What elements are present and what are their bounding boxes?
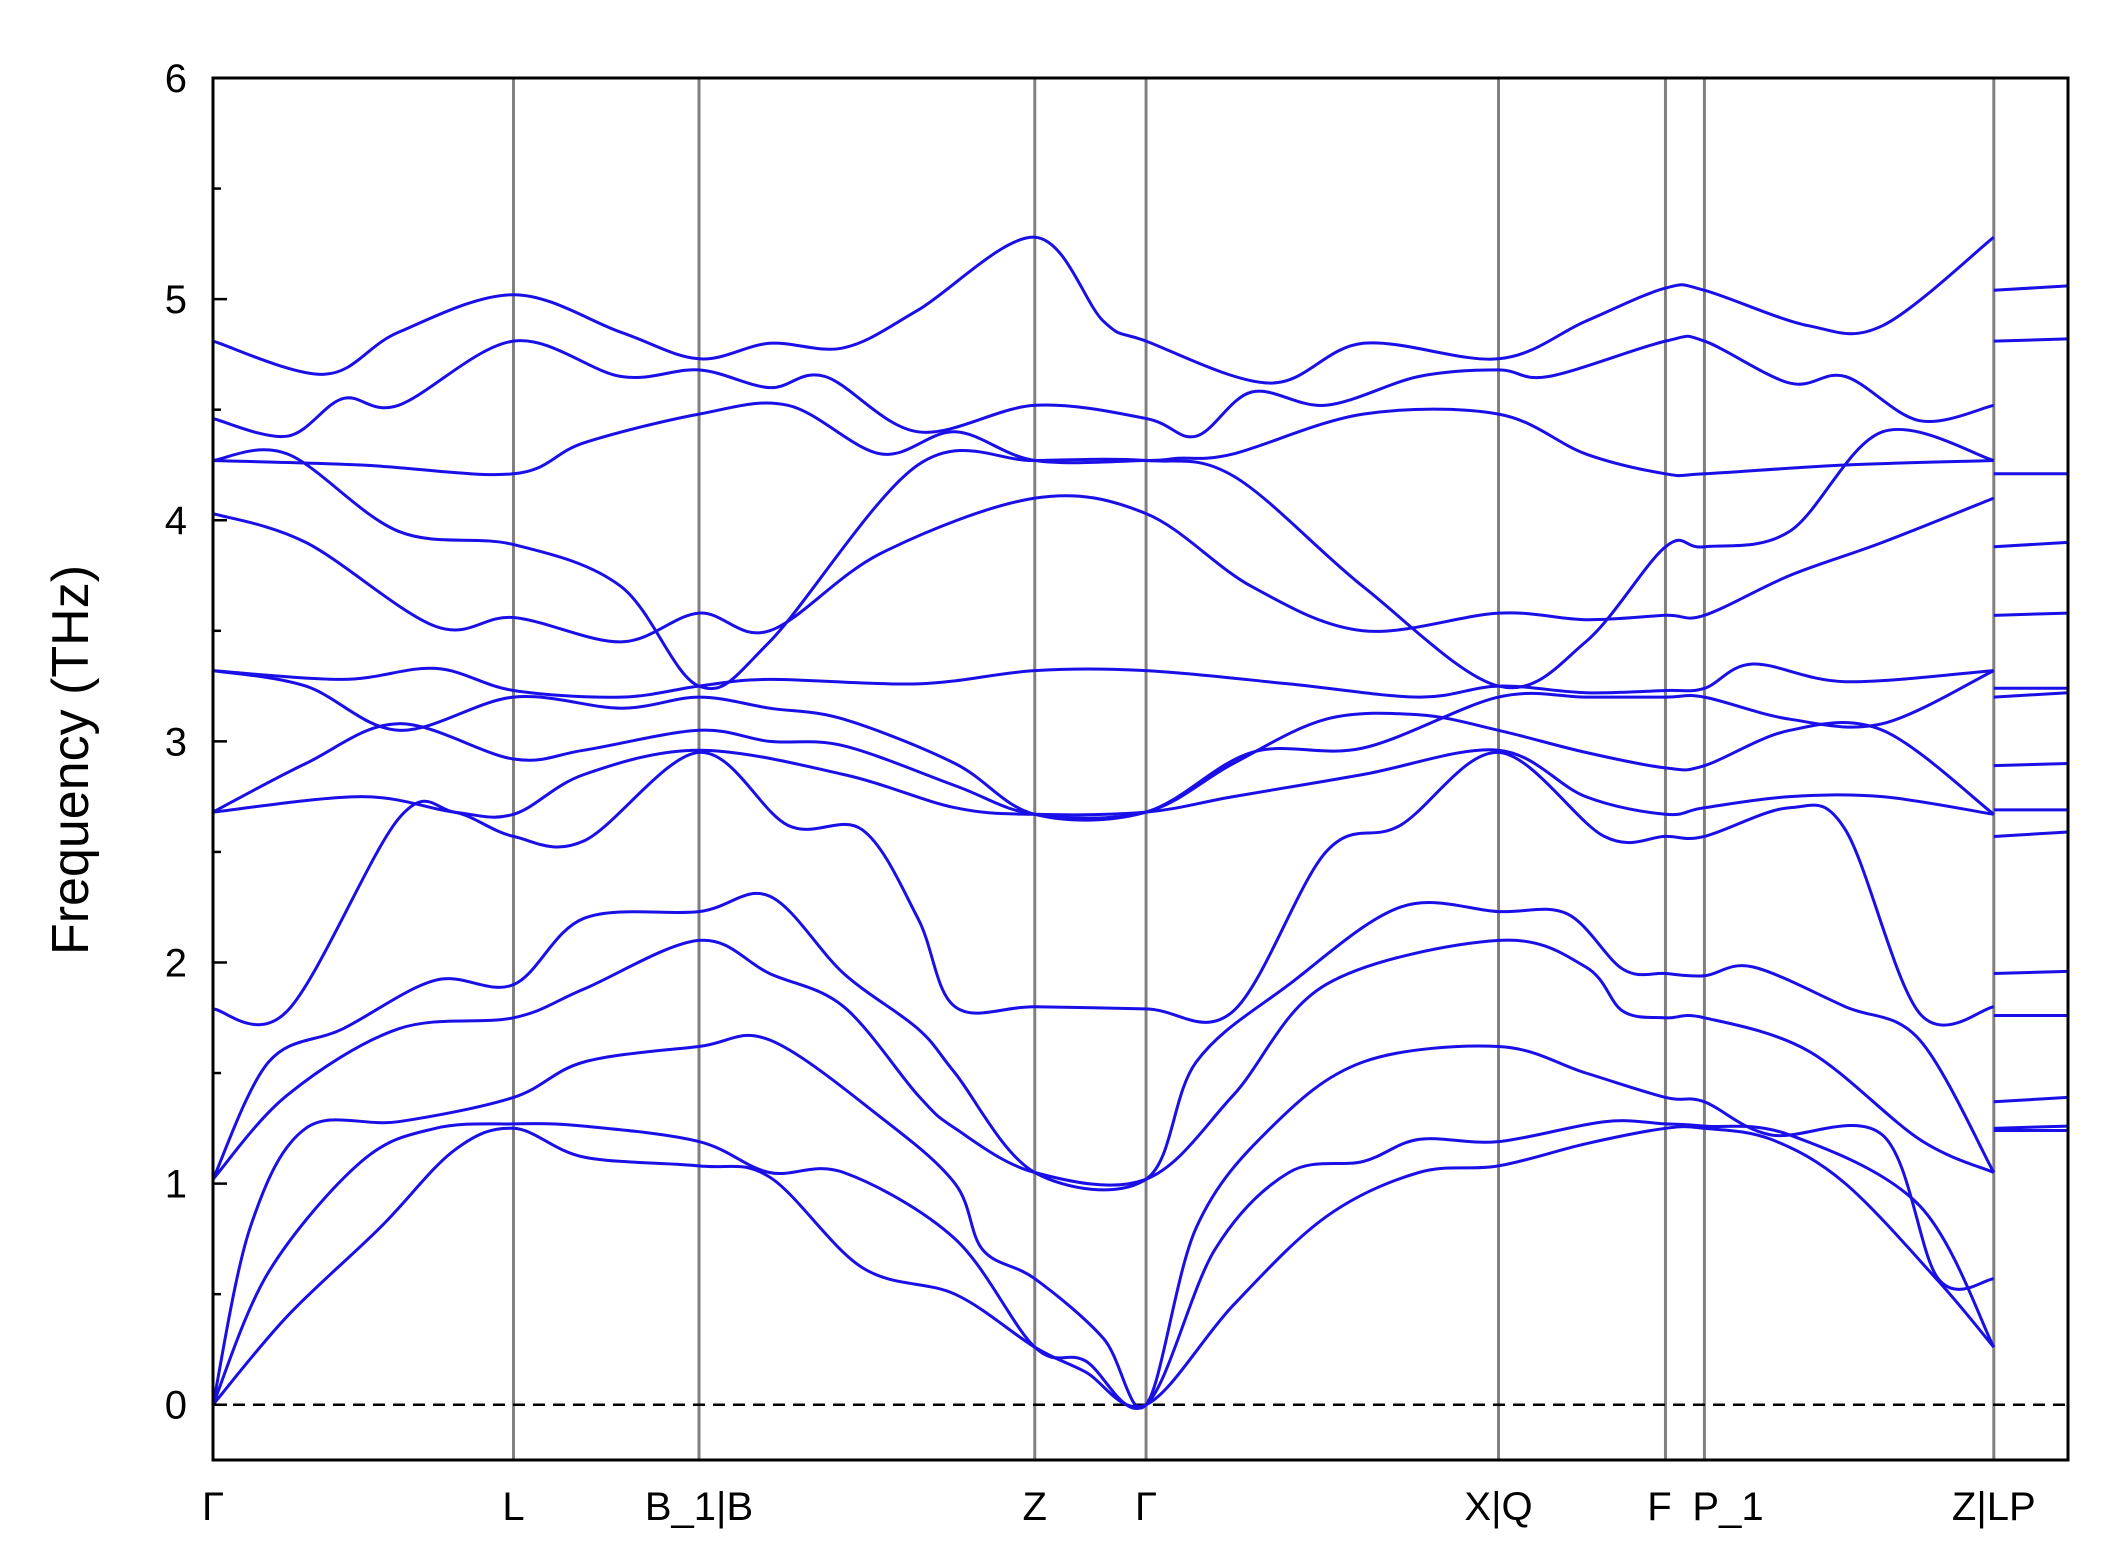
band-9 [212, 669, 1995, 822]
lp-band-stub [1993, 830, 2069, 838]
band-15 [212, 235, 1995, 385]
y-tick-label: 4 [165, 499, 187, 543]
lp-band-stub [1993, 284, 2069, 292]
lp-band-stub [1993, 1095, 2069, 1104]
y-tick-label: 2 [165, 941, 187, 985]
y-tick-label: 3 [165, 720, 187, 764]
x-tick-label: B_1|B [645, 1485, 753, 1529]
x-tick-label: X|Q [1464, 1485, 1532, 1529]
band-1 [211, 1125, 1995, 1409]
band-8 [212, 711, 1995, 820]
x-tick-label: Γ [1135, 1485, 1157, 1529]
x-tick-label: Z [1023, 1485, 1047, 1529]
band-12 [212, 427, 1995, 691]
band-11 [212, 494, 1995, 644]
band-2 [211, 1119, 1996, 1410]
x-tick-label: F [1647, 1485, 1671, 1529]
band-4 [211, 938, 1995, 1187]
x-tick-label: L [502, 1485, 524, 1529]
band-3 [211, 1033, 1995, 1410]
y-tick-label: 1 [165, 1163, 187, 1207]
lp-band-stub [1993, 540, 2069, 549]
plot-frame [211, 76, 2070, 1462]
lp-band-stub [1993, 1124, 2069, 1130]
y-axis-label: Frequency (THz) [42, 565, 100, 955]
band-7 [212, 748, 1995, 819]
lp-band-stub [1993, 691, 2069, 699]
x-tick-label: Γ [202, 1485, 224, 1529]
lp-band-stub [1993, 337, 2069, 343]
plot-area: 0 1 2 3 4 5 6 Γ L B_1|B Z Γ X|Q F P_1 Z|LP [165, 57, 2070, 1529]
x-tick-label: P_1 [1692, 1485, 1763, 1529]
band-10 [212, 662, 1994, 699]
band-13 [212, 401, 1994, 478]
lp-band-stub [1993, 611, 2069, 617]
y-tick-label: 6 [165, 57, 187, 101]
band-14 [212, 334, 1995, 439]
y-tick-label: 5 [165, 278, 187, 322]
lp-band-stub [1993, 969, 2069, 976]
band-6 [212, 750, 1995, 1027]
x-tick-label: Z|LP [1952, 1485, 2036, 1529]
band-5 [211, 891, 1996, 1192]
lp-band-stub [1993, 761, 2069, 768]
y-tick-label: 0 [165, 1384, 187, 1428]
